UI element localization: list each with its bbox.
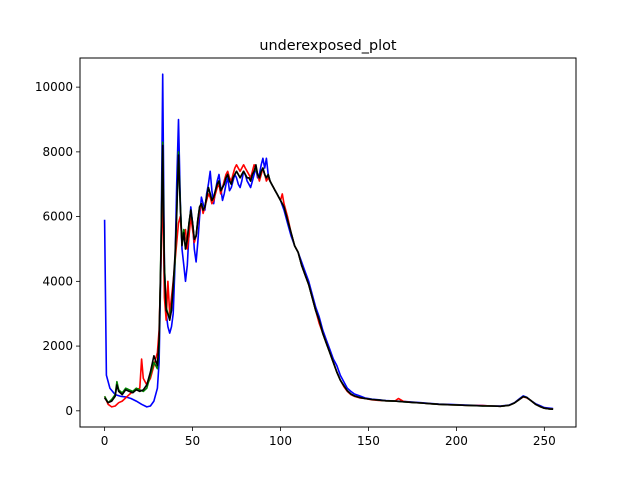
y-tick-label: 10000 xyxy=(35,80,73,94)
y-tick-label: 2000 xyxy=(42,339,73,353)
y-axis-ticks: 0 2000 4000 6000 8000 10000 xyxy=(35,80,80,418)
y-tick-label: 0 xyxy=(65,404,73,418)
y-tick-label: 8000 xyxy=(42,145,73,159)
x-tick-label: 250 xyxy=(533,434,556,448)
series-line-1 xyxy=(103,164,554,410)
series-layer xyxy=(103,73,554,410)
plot-area-frame xyxy=(79,57,577,428)
x-tick-label: 200 xyxy=(445,434,468,448)
chart-title: underexposed_plot xyxy=(259,38,397,54)
series-line-0 xyxy=(103,73,554,410)
x-tick-label: 150 xyxy=(357,434,380,448)
x-tick-label: 100 xyxy=(269,434,292,448)
x-axis-ticks: 0 50 100 150 200 250 xyxy=(101,427,556,448)
y-tick-label: 6000 xyxy=(42,210,73,224)
x-tick-label: 50 xyxy=(185,434,200,448)
x-tick-label: 0 xyxy=(101,434,109,448)
series-line-3 xyxy=(103,144,554,410)
series-line-2 xyxy=(103,141,554,410)
y-tick-label: 4000 xyxy=(42,274,73,288)
